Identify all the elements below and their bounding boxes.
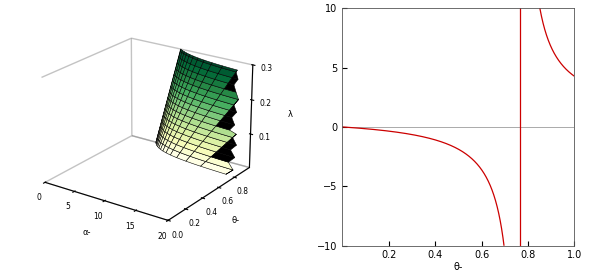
Y-axis label: θ-: θ-	[231, 216, 239, 225]
X-axis label: α-: α-	[82, 228, 91, 237]
X-axis label: θ-: θ-	[453, 262, 463, 272]
